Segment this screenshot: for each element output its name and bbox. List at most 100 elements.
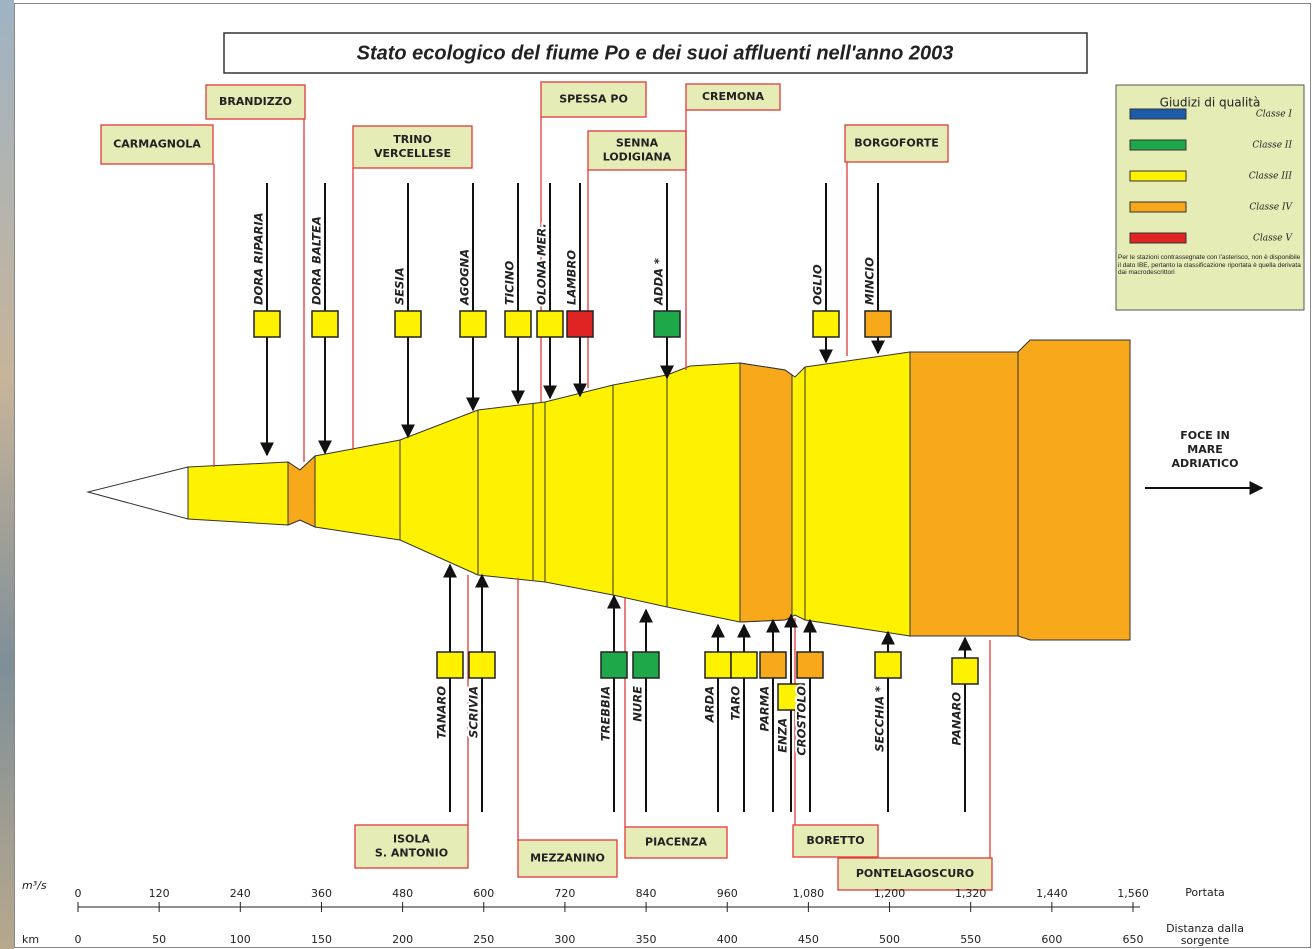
tributary-status bbox=[760, 652, 786, 678]
tributary-status bbox=[731, 652, 757, 678]
tributary-label: DORA RIPARIA bbox=[252, 212, 266, 305]
flow-unit: m³/s bbox=[22, 879, 47, 892]
km-label: 0 bbox=[75, 933, 82, 946]
flow-label: 0 bbox=[75, 887, 82, 900]
tributary-label: PARMA bbox=[758, 686, 772, 731]
km-unit: km bbox=[22, 933, 39, 946]
km-label: 250 bbox=[473, 933, 494, 946]
legend-swatch bbox=[1130, 202, 1186, 212]
page: Stato ecologico del fiume Po e dei suoi … bbox=[0, 0, 1312, 949]
tributary-status bbox=[537, 311, 563, 337]
tributary-label: DORA BALTEA bbox=[310, 216, 324, 305]
tributary-status bbox=[395, 311, 421, 337]
km-label: 300 bbox=[554, 933, 575, 946]
tributary-status bbox=[460, 311, 486, 337]
station-label: S. ANTONIO bbox=[375, 847, 448, 860]
tributary-status bbox=[654, 311, 680, 337]
tributary-label: AGOGNA bbox=[458, 249, 472, 306]
legend-title: Giudizi di qualità bbox=[1160, 96, 1261, 110]
tributary-status bbox=[797, 652, 823, 678]
flow-label: 1,320 bbox=[955, 887, 987, 900]
tributary-status bbox=[437, 652, 463, 678]
tributary-status bbox=[813, 311, 839, 337]
tributary-status bbox=[567, 311, 593, 337]
km-title: sorgente bbox=[1181, 934, 1230, 947]
flow-label: 1,080 bbox=[793, 887, 825, 900]
photo-strip bbox=[0, 0, 14, 949]
flow-label: 1,200 bbox=[874, 887, 906, 900]
river-orange bbox=[740, 363, 792, 622]
flow-label: 240 bbox=[230, 887, 251, 900]
mouth-label: MARE bbox=[1187, 443, 1222, 456]
tributary-label: TICINO bbox=[503, 261, 517, 305]
station-label: MEZZANINO bbox=[530, 852, 605, 865]
tributary-label: LAMBRO bbox=[565, 250, 579, 305]
station-label: ISOLA bbox=[393, 833, 430, 846]
legend-label: Classe I bbox=[1256, 110, 1293, 120]
legend-swatch bbox=[1130, 171, 1186, 181]
km-label: 550 bbox=[960, 933, 981, 946]
tributary-status bbox=[875, 652, 901, 678]
tributary-label: SCRIVIA bbox=[467, 686, 481, 738]
legend-label: Classe II bbox=[1252, 141, 1292, 151]
tributary-label: ADDA * bbox=[652, 258, 666, 306]
flow-label: 720 bbox=[554, 887, 575, 900]
km-label: 100 bbox=[230, 933, 251, 946]
tributary-label: OGLIO bbox=[811, 264, 825, 305]
tributary-status bbox=[952, 658, 978, 684]
tributary-status bbox=[705, 652, 731, 678]
mouth-label: FOCE IN bbox=[1180, 429, 1230, 442]
station-label: SENNA bbox=[616, 137, 659, 150]
tributary-label: SESIA bbox=[393, 267, 407, 305]
tributary-label: CROSTOLO bbox=[795, 686, 809, 756]
tributary-status bbox=[633, 652, 659, 678]
flow-label: 960 bbox=[717, 887, 738, 900]
flow-label: 600 bbox=[473, 887, 494, 900]
tributary-status bbox=[254, 311, 280, 337]
tributary-status bbox=[312, 311, 338, 337]
station-label: CARMAGNOLA bbox=[113, 138, 201, 151]
station-label: BORGOFORTE bbox=[854, 137, 938, 150]
station-label: SPESSA PO bbox=[559, 93, 628, 106]
station-label: BRANDIZZO bbox=[219, 95, 292, 108]
legend-note-box: Per le stazioni contrassegnate con l'ast… bbox=[1118, 254, 1302, 310]
km-label: 600 bbox=[1041, 933, 1062, 946]
legend-label: Classe IV bbox=[1249, 203, 1293, 213]
legend-label: Classe III bbox=[1249, 172, 1293, 182]
tributary-status bbox=[865, 311, 891, 337]
station-label: PIACENZA bbox=[645, 836, 707, 849]
tributary-label: TARO bbox=[729, 686, 743, 721]
km-label: 650 bbox=[1123, 933, 1144, 946]
km-label: 50 bbox=[152, 933, 166, 946]
flow-label: 480 bbox=[392, 887, 413, 900]
tributary-label: PANARO bbox=[950, 692, 964, 746]
tributary-label: ARDA bbox=[703, 686, 717, 723]
station-label: VERCELLESE bbox=[374, 147, 451, 160]
legend-swatch bbox=[1130, 233, 1186, 243]
km-label: 450 bbox=[798, 933, 819, 946]
tributary-status bbox=[601, 652, 627, 678]
flow-label: 360 bbox=[311, 887, 332, 900]
tributary-label: TREBBIA bbox=[599, 686, 613, 741]
flow-label: 1,440 bbox=[1036, 887, 1068, 900]
title: Stato ecologico del fiume Po e dei suoi … bbox=[357, 42, 954, 64]
tributary-label: NURE bbox=[631, 686, 645, 722]
flow-label: 120 bbox=[149, 887, 170, 900]
tributary-label: SECCHIA * bbox=[873, 686, 887, 752]
km-label: 400 bbox=[717, 933, 738, 946]
km-label: 500 bbox=[879, 933, 900, 946]
tributary-status bbox=[469, 652, 495, 678]
station-label: CREMONA bbox=[702, 90, 765, 103]
tributary-label: OLONA MER. bbox=[535, 223, 549, 305]
tributary-label: ENZA bbox=[776, 718, 790, 753]
legend-swatch bbox=[1130, 140, 1186, 150]
station-label: BORETTO bbox=[806, 834, 864, 847]
station-label: LODIGIANA bbox=[603, 151, 672, 164]
km-label: 350 bbox=[636, 933, 657, 946]
tributary-label: TANARO bbox=[435, 686, 449, 739]
tributary-label: MINCIO bbox=[863, 257, 877, 305]
flow-title: Portata bbox=[1185, 886, 1225, 899]
km-label: 200 bbox=[392, 933, 413, 946]
station-label: PONTELAGOSCURO bbox=[856, 867, 974, 880]
river-orange bbox=[910, 352, 1018, 636]
